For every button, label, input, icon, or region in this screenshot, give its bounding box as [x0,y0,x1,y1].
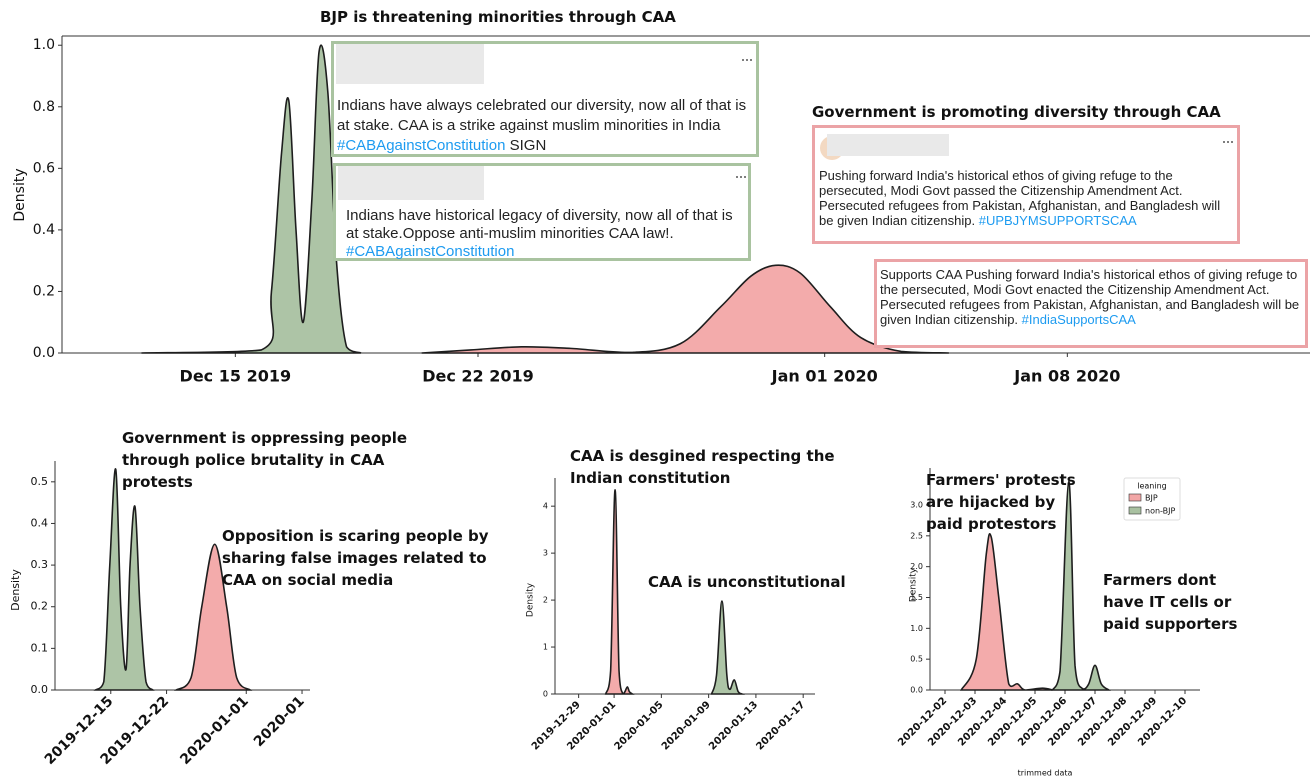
y-tick-label: 0.2 [31,600,49,613]
tweet-card: Indians have historical legacy of divers… [333,163,751,261]
y-axis-label: Density [526,582,536,617]
annotation: BJP is threatening minorities through CA… [320,6,676,28]
legend-label: non-BJP [1145,507,1175,516]
y-axis-label: Density [909,567,919,602]
y-tick-label: 0.4 [31,516,49,529]
density-area [712,601,743,694]
chart-panel: 012342019-12-292020-01-012020-01-052020-… [526,478,816,752]
y-axis-label: Density [9,569,22,611]
legend-swatch [1129,507,1141,514]
annotation: Government is oppressing people through … [122,427,432,493]
redacted-name [336,44,484,84]
y-tick-label: 0.5 [31,475,49,488]
y-tick-label: 2.5 [910,531,923,540]
annotation: CAA is unconstitutional [648,571,878,593]
x-tick-label: Jan 01 2020 [771,367,878,386]
x-tick-label: 2020-01-05 [613,699,666,752]
x-tick-label: Jan 08 2020 [1013,367,1120,386]
tweet-text: Indians have always celebrated our diver… [337,96,755,156]
x-tick-label: 2020-01 [251,693,308,750]
tweet-body: SIGN [505,137,546,154]
more-icon [1223,141,1235,144]
redacted-name [827,134,949,156]
density-area [96,469,153,690]
y-tick-label: 0.4 [33,222,55,238]
legend-label: BJP [1145,494,1158,503]
annotation: Government is promoting diversity throug… [812,101,1221,123]
y-tick-label: 1 [543,643,548,652]
y-tick-label: 1.0 [33,37,55,53]
density-area [422,265,949,353]
hashtag[interactable]: #CABAgainstConstitution [337,137,505,154]
annotation: CAA is desgined respecting the Indian co… [570,445,860,489]
y-tick-label: 4 [543,502,548,511]
x-tick-label: Dec 22 2019 [422,367,534,386]
tweet-text: Indians have historical legacy of divers… [346,207,744,261]
annotation: Farmers' protests are hijacked by paid p… [926,469,1076,535]
x-axis-label: trimmed data [1018,769,1073,778]
hashtag[interactable]: #CABAgainstConstitution [346,243,514,260]
more-icon [742,59,754,62]
redacted-name [338,166,484,200]
y-tick-label: 3 [543,549,548,558]
more-icon [736,176,748,179]
tweet-text: Supports CAA Pushing forward India's his… [880,267,1304,327]
tweet-card: Indians have always celebrated our diver… [331,41,759,157]
x-tick-label: Dec 15 2019 [180,367,292,386]
y-tick-label: 0.0 [33,345,55,361]
hashtag[interactable]: #IndiaSupportsCAA [1022,312,1136,327]
y-tick-label: 3.0 [910,501,923,510]
y-tick-label: 0.2 [33,283,55,299]
page: {"chart_data": [ {"type": "area", "annot… [0,0,1315,783]
legend-swatch [1129,494,1141,501]
y-tick-label: 0.1 [31,641,49,654]
annotation: Farmers dont have IT cells or paid suppo… [1103,569,1253,635]
x-tick-label: 2020-01-01 [177,693,252,768]
tweet-body: Indians have always celebrated our diver… [337,97,746,134]
y-tick-label: 1.0 [910,624,923,633]
tweet-body: Indians have historical legacy of divers… [346,207,733,242]
density-area [961,534,1052,690]
y-axis-label: Density [12,168,28,221]
x-tick-label: 2020-01-13 [707,699,760,752]
y-tick-label: 2 [543,596,548,605]
y-tick-label: 0 [543,690,548,699]
tweet-text: Pushing forward India's historical ethos… [819,168,1235,228]
x-tick-label: 2020-01-09 [660,699,713,752]
hashtag[interactable]: #UPBJYMSUPPORTSCAA [979,213,1137,228]
tweet-card: Supports CAA Pushing forward India's his… [874,259,1308,348]
y-tick-label: 0.8 [33,99,55,115]
y-tick-label: 0.0 [910,686,923,695]
y-tick-label: 0.0 [31,683,49,696]
tweet-card: Pushing forward India's historical ethos… [812,125,1240,244]
y-tick-label: 0.5 [910,655,923,664]
chart-panel: 0.00.10.20.30.40.52019-12-152019-12-2220… [9,461,310,768]
y-tick-label: 0.6 [33,160,55,176]
density-area [606,490,633,694]
y-tick-label: 0.3 [31,558,49,571]
x-tick-label: 2020-01-17 [754,699,807,752]
legend-title: leaning [1137,482,1167,491]
annotation: Opposition is scaring people by sharing … [222,525,522,591]
density-area [141,45,361,353]
